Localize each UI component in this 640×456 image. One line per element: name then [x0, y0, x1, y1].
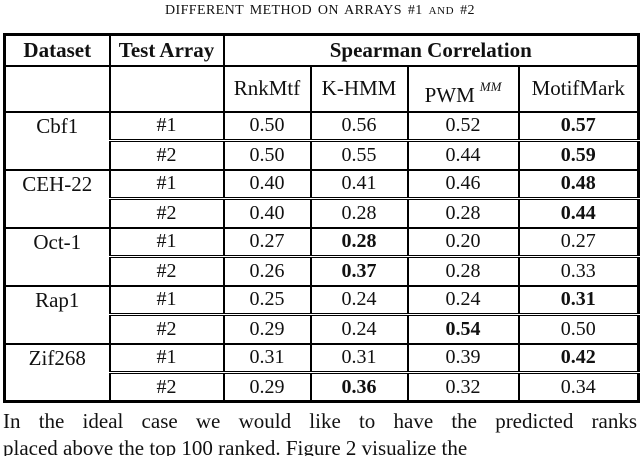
table-row: Cbf1 #1 0.50 0.56 0.52 0.57	[3, 110, 640, 171]
body-line-2-clipped: placed above the top 100 ranked. Figure …	[3, 436, 468, 456]
subheader-khmm: K-HMM	[309, 64, 409, 113]
value-cell: 0.59	[517, 139, 640, 171]
value-cell: 0.54	[406, 313, 520, 345]
table-row: Oct-1 #1 0.27 0.28 0.20 0.27	[3, 226, 640, 287]
pwm-label: PWM	[424, 82, 475, 107]
value-cell: 0.40	[222, 168, 312, 200]
body-paragraph: In the ideal case we would like to have …	[3, 408, 637, 456]
subheader-empty-1	[3, 64, 111, 113]
value-cell: 0.29	[222, 371, 312, 403]
value-cell: 0.24	[309, 313, 409, 345]
array-cell: #2	[108, 371, 225, 403]
value-cell: 0.32	[406, 371, 520, 403]
table-row: #2 0.29 0.36 0.32 0.34	[5, 371, 640, 403]
value-cell: 0.50	[222, 110, 312, 142]
value-cell: 0.26	[222, 255, 312, 287]
caption-and: AND	[428, 5, 455, 17]
value-cell: 0.29	[222, 313, 312, 345]
value-cell: 0.46	[406, 168, 520, 200]
dataset-cell: CEH-22	[3, 168, 111, 229]
dataset-cell: Cbf1	[3, 110, 111, 171]
subheader-motifmark: MotifMark	[517, 64, 640, 113]
value-cell: 0.44	[406, 139, 520, 171]
value-cell: 0.27	[517, 226, 640, 258]
value-cell: 0.41	[309, 168, 409, 200]
subheader-pwm: PWM MM	[406, 64, 520, 113]
header-row: Dataset Test Array Spearman Correlation	[3, 33, 640, 67]
caption-suffix: #2	[460, 3, 475, 18]
value-cell: 0.36	[309, 371, 409, 403]
value-cell: 0.56	[309, 110, 409, 142]
dataset-cell: Zif268	[3, 342, 111, 403]
table-row: #2 0.26 0.37 0.28 0.33	[5, 255, 640, 287]
subheader-empty-2	[108, 64, 225, 113]
array-cell: #1	[108, 284, 225, 316]
array-cell: #1	[108, 110, 225, 142]
pwm-superscript: MM	[479, 78, 502, 94]
value-cell: 0.28	[406, 197, 520, 229]
table-row: CEH-22 #1 0.40 0.41 0.46 0.48	[3, 168, 640, 229]
array-cell: #2	[108, 139, 225, 171]
array-cell: #2	[108, 197, 225, 229]
subheader-row: RnkMtf K-HMM PWM MM MotifMark	[3, 64, 640, 113]
value-cell: 0.31	[309, 342, 409, 374]
header-dataset: Dataset	[3, 33, 111, 67]
caption-prefix: DIFFERENT METHOD ON ARRAYS #1	[165, 3, 423, 18]
subheader-rnkmtf: RnkMtf	[222, 64, 312, 113]
value-cell: 0.44	[517, 197, 640, 229]
value-cell: 0.39	[406, 342, 520, 374]
value-cell: 0.52	[406, 110, 520, 142]
value-cell: 0.28	[309, 197, 409, 229]
value-cell: 0.20	[406, 226, 520, 258]
value-cell: 0.33	[517, 255, 640, 287]
header-spearman: Spearman Correlation	[222, 33, 640, 67]
value-cell: 0.40	[222, 197, 312, 229]
value-cell: 0.50	[222, 139, 312, 171]
array-cell: #1	[108, 226, 225, 258]
value-cell: 0.55	[309, 139, 409, 171]
value-cell: 0.31	[222, 342, 312, 374]
dataset-cell: Oct-1	[3, 226, 111, 287]
results-table: Dataset Test Array Spearman Correlation …	[3, 33, 640, 403]
value-cell: 0.50	[517, 313, 640, 345]
value-cell: 0.25	[222, 284, 312, 316]
value-cell: 0.28	[406, 255, 520, 287]
table-row: #2 0.50 0.55 0.44 0.59	[5, 139, 640, 171]
value-cell: 0.48	[517, 168, 640, 200]
value-cell: 0.31	[517, 284, 640, 316]
header-test-array: Test Array	[108, 33, 225, 67]
array-cell: #2	[108, 255, 225, 287]
table-row: #2 0.29 0.24 0.54 0.50	[5, 313, 640, 345]
table-caption: DIFFERENT METHOD ON ARRAYS #1 AND #2	[0, 3, 640, 19]
array-cell: #1	[108, 168, 225, 200]
dataset-cell: Rap1	[3, 284, 111, 345]
value-cell: 0.24	[406, 284, 520, 316]
value-cell: 0.28	[309, 226, 409, 258]
value-cell: 0.34	[517, 371, 640, 403]
value-cell: 0.42	[517, 342, 640, 374]
value-cell: 0.27	[222, 226, 312, 258]
value-cell: 0.57	[517, 110, 640, 142]
array-cell: #1	[108, 342, 225, 374]
table-row: Zif268 #1 0.31 0.31 0.39 0.42	[3, 342, 640, 403]
array-cell: #2	[108, 313, 225, 345]
value-cell: 0.37	[309, 255, 409, 287]
table-row: #2 0.40 0.28 0.28 0.44	[5, 197, 640, 229]
value-cell: 0.24	[309, 284, 409, 316]
table-row: Rap1 #1 0.25 0.24 0.24 0.31	[3, 284, 640, 345]
body-line-1: In the ideal case we would like to have …	[3, 409, 637, 433]
